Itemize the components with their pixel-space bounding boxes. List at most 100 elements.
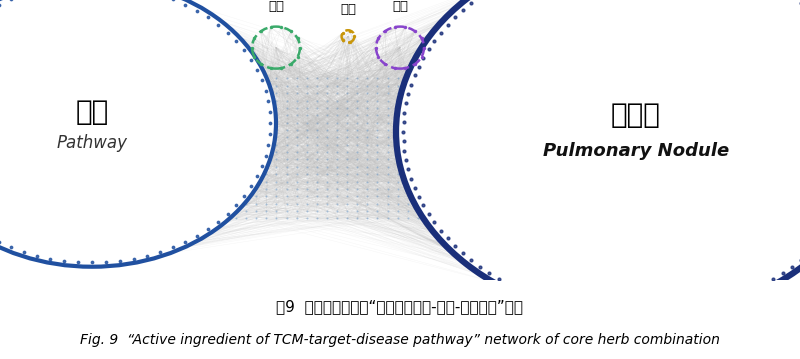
Point <box>270 98 283 103</box>
Point <box>270 90 283 96</box>
Point <box>411 75 424 81</box>
Point <box>321 215 334 221</box>
Point <box>411 112 424 118</box>
Point <box>270 83 283 89</box>
Point <box>240 120 253 126</box>
Point <box>371 135 384 140</box>
Point <box>381 208 394 214</box>
Point <box>263 109 276 115</box>
Point <box>260 90 273 96</box>
Point <box>341 179 354 185</box>
Point <box>402 90 414 96</box>
Point <box>270 171 283 177</box>
Point <box>402 157 414 162</box>
Point <box>483 270 496 276</box>
Point <box>250 215 262 221</box>
Point <box>666 308 679 314</box>
Point <box>290 135 303 140</box>
Point <box>240 157 253 162</box>
Point <box>391 83 404 89</box>
Point <box>341 112 354 118</box>
Point <box>422 194 434 199</box>
Point <box>442 236 454 241</box>
Point <box>230 75 242 81</box>
Point <box>399 24 412 30</box>
Point <box>411 142 424 148</box>
Point <box>361 179 374 185</box>
Point <box>351 215 364 221</box>
Point <box>270 157 283 162</box>
Point <box>250 83 262 89</box>
Point <box>240 201 253 206</box>
Point <box>254 61 267 67</box>
Point <box>264 24 277 30</box>
Point <box>310 98 323 103</box>
Point <box>321 75 334 81</box>
Point <box>321 164 334 170</box>
Ellipse shape <box>0 0 276 267</box>
Point <box>222 211 234 216</box>
Point <box>422 215 434 221</box>
Point <box>361 157 374 162</box>
Point <box>285 61 298 67</box>
Point <box>411 201 424 206</box>
Point <box>411 194 424 199</box>
Point <box>248 36 261 41</box>
Point <box>361 142 374 148</box>
Point <box>240 98 253 103</box>
Point <box>250 112 262 118</box>
Point <box>391 157 404 162</box>
Point <box>371 127 384 133</box>
Point <box>290 186 303 192</box>
Point <box>398 148 411 153</box>
Point <box>378 61 391 67</box>
Point <box>240 112 253 118</box>
Point <box>351 186 364 192</box>
Point <box>280 208 293 214</box>
Point <box>250 120 262 126</box>
Point <box>449 243 462 249</box>
Point <box>618 310 630 316</box>
Point <box>361 215 374 221</box>
Point <box>402 171 414 177</box>
Point <box>310 105 323 111</box>
Point <box>310 157 323 162</box>
Point <box>422 105 434 111</box>
Point <box>280 105 293 111</box>
Point <box>381 179 394 185</box>
Point <box>702 302 714 307</box>
Point <box>381 127 394 133</box>
Point <box>546 298 559 304</box>
Text: 通路: 通路 <box>75 98 109 126</box>
Point <box>100 259 113 265</box>
Point <box>398 110 411 116</box>
Point <box>290 208 303 214</box>
Point <box>280 149 293 155</box>
Point <box>300 127 313 133</box>
Point <box>240 186 253 192</box>
Point <box>86 260 98 265</box>
Point <box>371 149 384 155</box>
Point <box>330 112 343 118</box>
Point <box>321 179 334 185</box>
Point <box>321 186 334 192</box>
Point <box>351 164 364 170</box>
Point <box>260 215 273 221</box>
Point <box>260 208 273 214</box>
Point <box>465 257 478 263</box>
Point <box>402 179 414 185</box>
Point <box>280 194 293 199</box>
Point <box>724 295 737 300</box>
Point <box>230 194 242 199</box>
Point <box>361 112 374 118</box>
Point <box>300 186 313 192</box>
Point <box>310 215 323 221</box>
Point <box>330 120 343 126</box>
Point <box>371 83 384 89</box>
Point <box>270 201 283 206</box>
Point <box>18 249 30 255</box>
Point <box>434 30 447 36</box>
Point <box>240 90 253 96</box>
Point <box>240 105 253 111</box>
Point <box>378 28 391 34</box>
